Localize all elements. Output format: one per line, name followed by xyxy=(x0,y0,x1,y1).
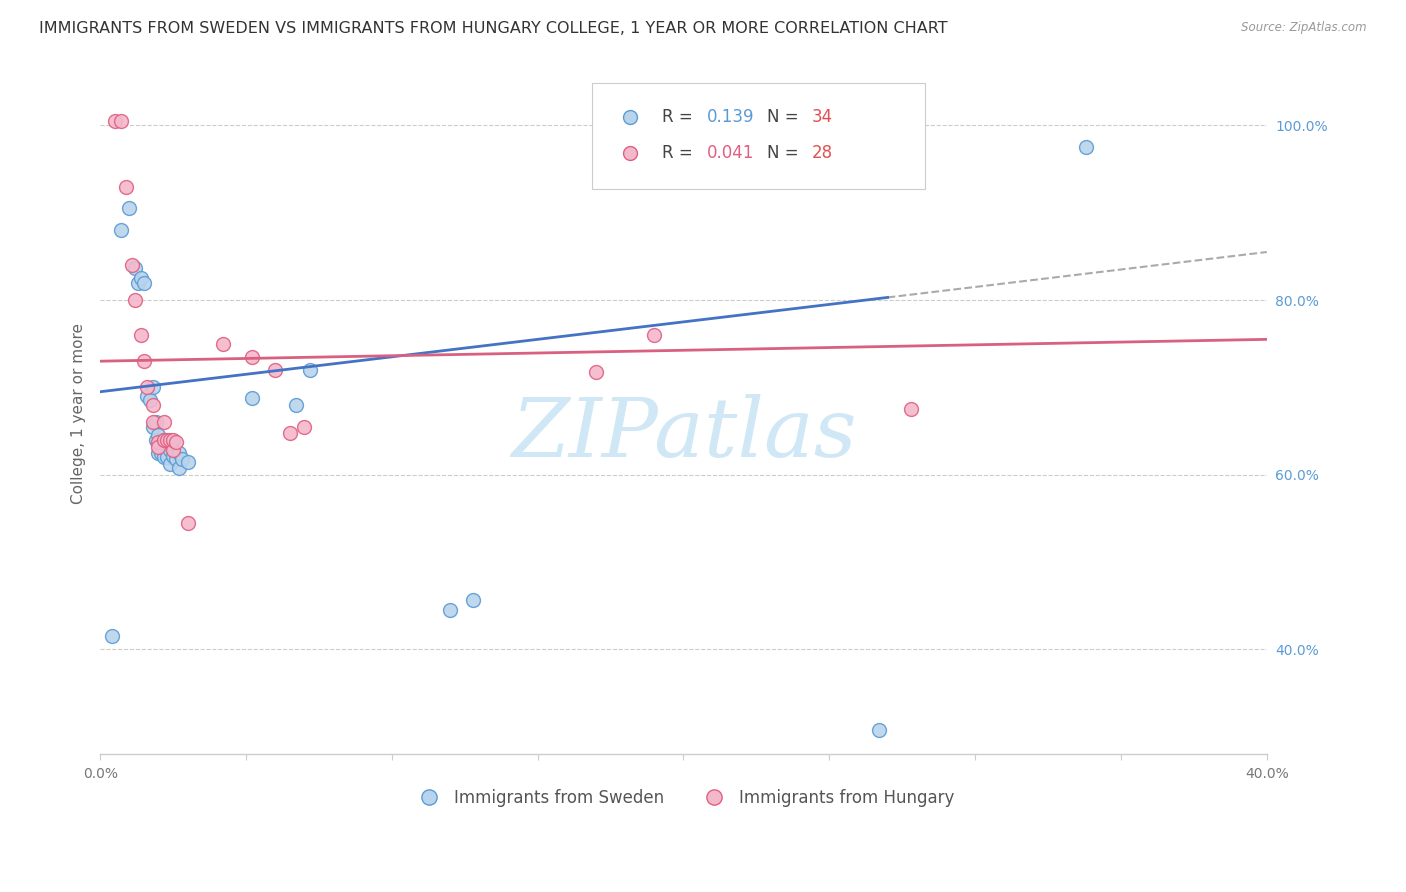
Text: 0.041: 0.041 xyxy=(707,145,754,162)
Point xyxy=(439,603,461,617)
Point xyxy=(176,516,198,530)
Point xyxy=(162,443,184,458)
Point xyxy=(165,434,187,449)
Point xyxy=(142,415,165,429)
Text: ZIPatlas: ZIPatlas xyxy=(510,394,856,474)
Point xyxy=(585,365,607,379)
Point xyxy=(167,446,190,460)
Point xyxy=(129,328,152,343)
Point xyxy=(110,114,132,128)
Point xyxy=(124,293,146,307)
Point xyxy=(240,391,263,405)
Point xyxy=(148,440,170,454)
Point xyxy=(176,455,198,469)
Point xyxy=(135,380,157,394)
Point xyxy=(153,433,176,447)
Point xyxy=(148,446,170,460)
Point xyxy=(900,402,922,417)
Point xyxy=(145,433,167,447)
Point xyxy=(124,260,146,275)
Point xyxy=(121,258,143,272)
Y-axis label: College, 1 year or more: College, 1 year or more xyxy=(72,323,86,504)
Point xyxy=(284,398,307,412)
Point xyxy=(104,114,127,128)
Point xyxy=(138,393,160,408)
Point xyxy=(145,415,167,429)
Legend: Immigrants from Sweden, Immigrants from Hungary: Immigrants from Sweden, Immigrants from … xyxy=(406,782,962,814)
Text: 28: 28 xyxy=(811,145,832,162)
Point xyxy=(299,363,322,377)
Point xyxy=(159,443,181,458)
Point xyxy=(167,460,190,475)
Point xyxy=(156,433,179,447)
Text: R =: R = xyxy=(662,145,699,162)
Point xyxy=(118,202,141,216)
Point xyxy=(159,457,181,471)
Point xyxy=(165,452,187,467)
FancyBboxPatch shape xyxy=(592,83,925,189)
Point xyxy=(643,328,665,343)
Point xyxy=(278,425,301,440)
Point xyxy=(292,419,315,434)
Point xyxy=(240,350,263,364)
Point xyxy=(153,415,176,429)
Point xyxy=(156,450,179,465)
Point xyxy=(153,450,176,465)
Point xyxy=(264,363,287,377)
Point xyxy=(463,592,485,607)
Text: R =: R = xyxy=(662,108,699,127)
Text: Source: ZipAtlas.com: Source: ZipAtlas.com xyxy=(1241,21,1367,35)
Point xyxy=(150,446,173,460)
Point xyxy=(170,452,193,467)
Point xyxy=(132,276,155,290)
Point xyxy=(142,380,165,394)
Text: 0.139: 0.139 xyxy=(707,108,754,127)
Point xyxy=(153,433,176,447)
Point xyxy=(110,223,132,237)
Point xyxy=(148,428,170,442)
Point xyxy=(868,723,890,737)
Text: N =: N = xyxy=(768,108,804,127)
Point xyxy=(211,336,233,351)
Text: IMMIGRANTS FROM SWEDEN VS IMMIGRANTS FROM HUNGARY COLLEGE, 1 YEAR OR MORE CORREL: IMMIGRANTS FROM SWEDEN VS IMMIGRANTS FRO… xyxy=(39,21,948,37)
Point xyxy=(162,449,184,463)
Point xyxy=(1074,140,1097,154)
Point xyxy=(132,354,155,368)
Point xyxy=(127,276,149,290)
Point xyxy=(162,433,184,447)
Point xyxy=(135,389,157,403)
Point xyxy=(142,419,165,434)
Point xyxy=(115,179,138,194)
Point xyxy=(129,271,152,285)
Text: 34: 34 xyxy=(811,108,832,127)
Text: N =: N = xyxy=(768,145,804,162)
Point xyxy=(148,434,170,449)
Point xyxy=(159,433,181,447)
Point xyxy=(101,629,124,643)
Point xyxy=(142,398,165,412)
